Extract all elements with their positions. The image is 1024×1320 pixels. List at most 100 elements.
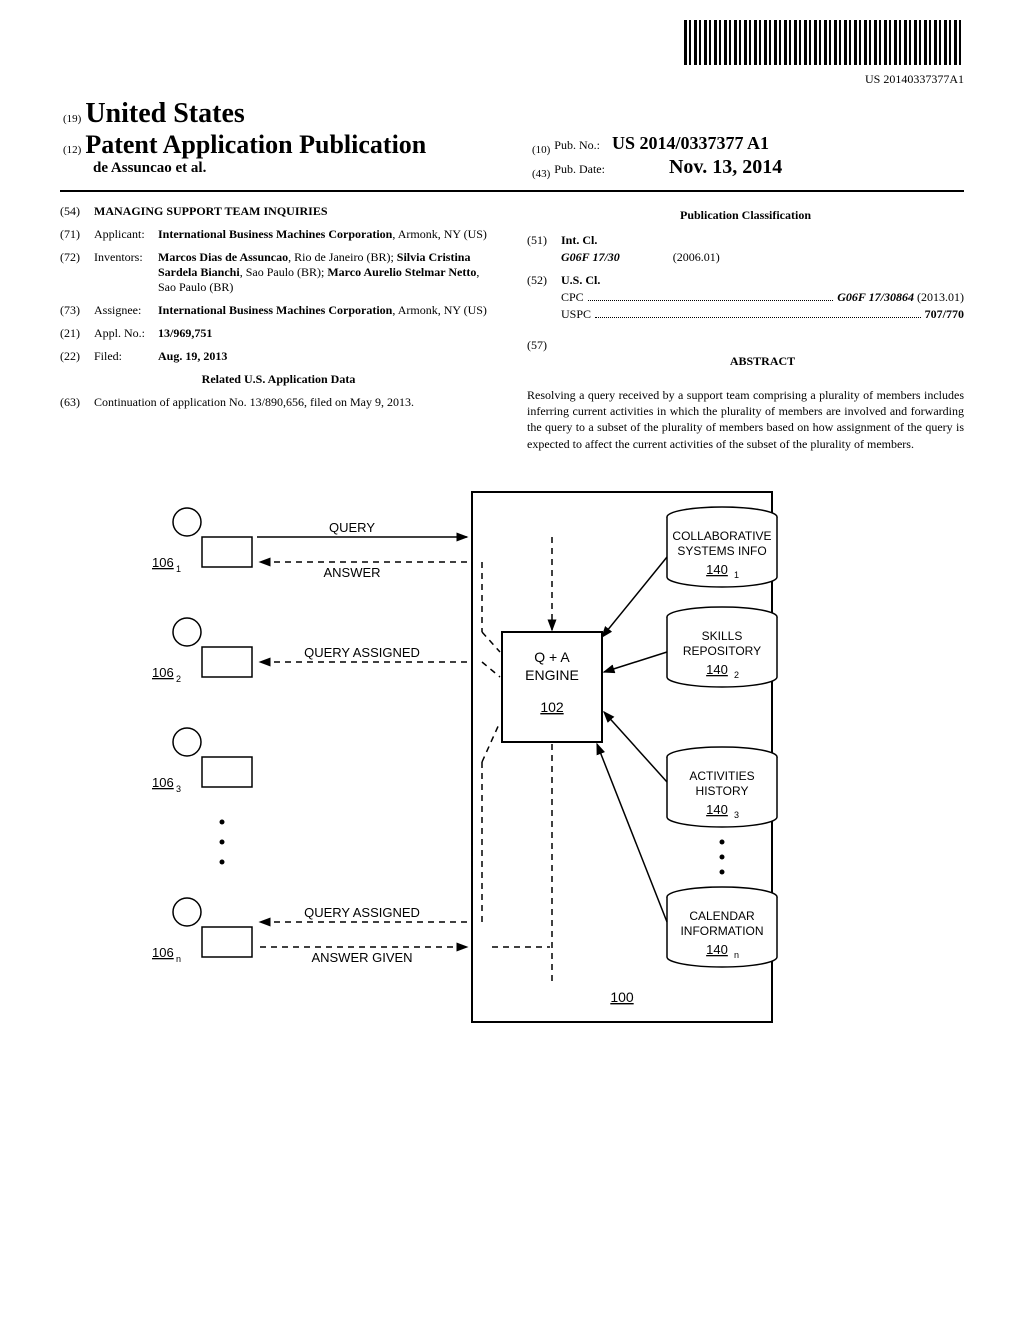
user1: 106 1 xyxy=(152,508,252,574)
applicant-row: (71) Applicant: International Business M… xyxy=(60,227,497,242)
applicant-name: International Business Machines Corporat… xyxy=(158,227,392,241)
answer-label: ANSWER xyxy=(323,565,380,580)
pub-no-label: Pub. No.: xyxy=(554,138,600,152)
figure: Q + A ENGINE 102 100 COLLABORATIVE SYSTE… xyxy=(60,482,964,1042)
title-row: (54) MANAGING SUPPORT TEAM INQUIRIES xyxy=(60,204,497,219)
filed-value: Aug. 19, 2013 xyxy=(158,349,497,364)
inv2-loc: , Sao Paulo (BR); xyxy=(240,265,328,279)
cpc-year: (2013.01) xyxy=(914,290,964,304)
cpc-line: CPC G06F 17/30864 (2013.01) xyxy=(561,290,964,305)
svg-text:INFORMATION: INFORMATION xyxy=(680,924,763,938)
abstract-text: Resolving a query received by a support … xyxy=(527,387,964,452)
header-table: (19) United States (12) Patent Applicati… xyxy=(60,95,964,184)
svg-text:1: 1 xyxy=(734,570,739,580)
class-heading: Publication Classification xyxy=(527,208,964,223)
pub-no-value: US 2014/0337377 A1 xyxy=(612,133,769,153)
uspc-label: USPC xyxy=(561,307,591,322)
svg-text:140: 140 xyxy=(706,802,728,817)
cont-text: Continuation of application No. 13/890,6… xyxy=(94,395,497,410)
dots2 xyxy=(595,307,921,318)
svg-text:n: n xyxy=(176,954,181,964)
db1: COLLABORATIVE SYSTEMS INFO 140 1 xyxy=(667,507,777,587)
intcl-row: (51) Int. Cl. xyxy=(527,233,964,248)
barcode xyxy=(684,20,964,65)
uscl-label: U.S. Cl. xyxy=(561,273,964,288)
cpc-label: CPC xyxy=(561,290,584,305)
patent-page: US 20140337377A1 (19) United States (12)… xyxy=(0,0,1024,1082)
appl-row: (21) Appl. No.: 13/969,751 xyxy=(60,326,497,341)
usern: 106 n xyxy=(152,898,252,964)
figure-svg: Q + A ENGINE 102 100 COLLABORATIVE SYSTE… xyxy=(132,482,892,1042)
appl-label: Appl. No.: xyxy=(94,326,158,341)
svg-text:140: 140 xyxy=(706,562,728,577)
inventors-value: Marcos Dias de Assuncao, Rio de Janeiro … xyxy=(158,250,497,295)
inventors-row: (72) Inventors: Marcos Dias de Assuncao,… xyxy=(60,250,497,295)
title: MANAGING SUPPORT TEAM INQUIRIES xyxy=(94,204,497,219)
svg-text:3: 3 xyxy=(176,784,181,794)
uspc-value: 707/770 xyxy=(925,307,964,322)
related-heading: Related U.S. Application Data xyxy=(60,372,497,387)
svg-text:2: 2 xyxy=(734,670,739,680)
uspc-line: USPC 707/770 xyxy=(561,307,964,322)
inv1-loc: , Rio de Janeiro (BR); xyxy=(288,250,397,264)
svg-text:140: 140 xyxy=(706,942,728,957)
inv1: Marcos Dias de Assuncao xyxy=(158,250,288,264)
qa-l2: ENGINE xyxy=(525,667,579,683)
assignee-num: (73) xyxy=(60,303,94,318)
authors: de Assuncao et al. xyxy=(93,160,528,177)
header-left: (19) United States (12) Patent Applicati… xyxy=(63,98,528,177)
svg-text:HISTORY: HISTORY xyxy=(696,784,749,798)
svg-text:SYSTEMS INFO: SYSTEMS INFO xyxy=(677,544,766,558)
appl-value: 13/969,751 xyxy=(158,326,497,341)
qa-l1: Q + A xyxy=(534,649,570,665)
appl-num: (21) xyxy=(60,326,94,341)
abstract-row: (57) ABSTRACT xyxy=(527,338,964,379)
qa-label-n: QUERY ASSIGNED xyxy=(304,905,420,920)
pub-date-value: Nov. 13, 2014 xyxy=(669,156,782,178)
filed-row: (22) Filed: Aug. 19, 2013 xyxy=(60,349,497,364)
spacer3 xyxy=(527,307,561,322)
country: United States xyxy=(85,98,244,130)
spacer2 xyxy=(527,290,561,305)
country-num: (19) xyxy=(63,113,81,125)
db2: SKILLS REPOSITORY 140 2 xyxy=(667,607,777,687)
assignee-name: International Business Machines Corporat… xyxy=(158,303,392,317)
intcl-code-value: G06F 17/30 (2006.01) xyxy=(561,250,964,265)
qa-ref: 102 xyxy=(540,699,564,715)
pub-type-num: (12) xyxy=(63,144,81,156)
assignee-row: (73) Assignee: International Business Ma… xyxy=(60,303,497,318)
barcode-number: US 20140337377A1 xyxy=(60,72,964,87)
svg-text:106: 106 xyxy=(152,945,174,960)
applicant-value: International Business Machines Corporat… xyxy=(158,227,497,242)
applicant-label: Applicant: xyxy=(94,227,158,242)
pub-no-num: (10) xyxy=(532,144,550,156)
svg-text:1: 1 xyxy=(176,564,181,574)
divider xyxy=(60,190,964,192)
uspc-row: USPC 707/770 xyxy=(527,307,964,322)
svg-text:REPOSITORY: REPOSITORY xyxy=(683,644,761,658)
intcl-year: (2006.01) xyxy=(673,250,720,264)
intcl-code-row: G06F 17/30 (2006.01) xyxy=(527,250,964,265)
col-left: (54) MANAGING SUPPORT TEAM INQUIRIES (71… xyxy=(60,204,497,452)
cont-num: (63) xyxy=(60,395,94,410)
assignee-loc: , Armonk, NY (US) xyxy=(392,303,487,317)
db4: CALENDAR INFORMATION 140 n xyxy=(667,887,777,967)
ag-label: ANSWER GIVEN xyxy=(311,950,412,965)
assignee-label: Assignee: xyxy=(94,303,158,318)
barcode-area: US 20140337377A1 xyxy=(60,20,964,87)
cpc-right: G06F 17/30864 (2013.01) xyxy=(837,290,964,305)
svg-text:n: n xyxy=(734,950,739,960)
pub-type: Patent Application Publication xyxy=(85,130,426,160)
intcl-label: Int. Cl. xyxy=(561,233,964,248)
cpc-row: CPC G06F 17/30864 (2013.01) xyxy=(527,290,964,305)
svg-text:140: 140 xyxy=(706,662,728,677)
qa-label-2: QUERY ASSIGNED xyxy=(304,645,420,660)
intcl-num: (51) xyxy=(527,233,561,248)
inv3: Marco Aurelio Stelmar Netto xyxy=(327,265,476,279)
svg-text:3: 3 xyxy=(734,810,739,820)
svg-text:2: 2 xyxy=(176,674,181,684)
user3: 106 3 xyxy=(152,728,252,794)
user2: 106 2 xyxy=(152,618,252,684)
applicant-loc: , Armonk, NY (US) xyxy=(392,227,487,241)
svg-text:ACTIVITIES: ACTIVITIES xyxy=(689,769,754,783)
